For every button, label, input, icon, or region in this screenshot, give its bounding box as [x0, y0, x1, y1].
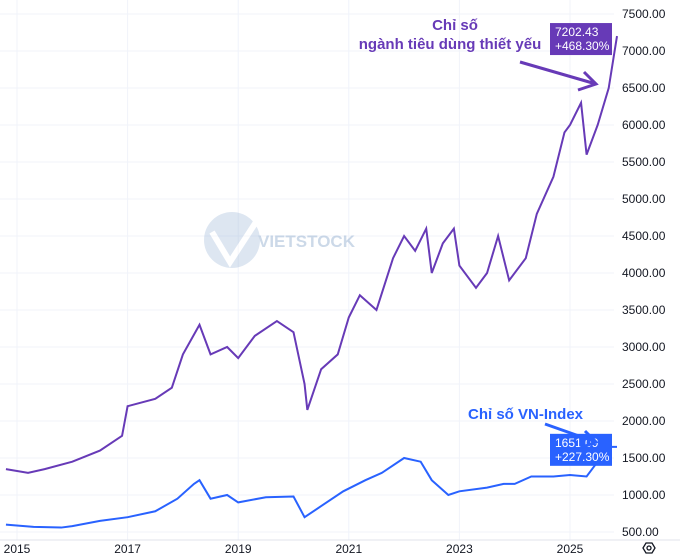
x-tick-label: 2015 — [4, 542, 31, 556]
y-tick-label: 7000.00 — [622, 44, 666, 58]
y-tick-label: 3000.00 — [622, 340, 666, 354]
annotation-consumer: Chỉ số — [432, 17, 478, 34]
y-tick-label: 2500.00 — [622, 377, 666, 391]
y-tick-label: 6500.00 — [622, 81, 666, 95]
change-percent: +227.30% — [555, 450, 610, 464]
change-percent: +468.30% — [555, 39, 610, 53]
y-tick-label: 5500.00 — [622, 155, 666, 169]
y-tick-label: 4500.00 — [622, 229, 666, 243]
annotation-consumer: ngành tiêu dùng thiết yếu — [359, 36, 542, 53]
last-value-badge — [550, 23, 612, 56]
gear-icon[interactable] — [642, 542, 656, 554]
annotation-vnindex: Chỉ số VN-Index — [468, 406, 584, 423]
series-line-0 — [5, 35, 618, 474]
x-tick-label: 2019 — [225, 542, 252, 556]
x-tick-label: 2021 — [335, 542, 362, 556]
y-tick-label: 1000.00 — [622, 488, 666, 502]
y-tick-label: 6000.00 — [622, 118, 666, 132]
watermark-logo: VIETSTOCK — [204, 212, 356, 268]
x-tick-label: 2025 — [557, 542, 584, 556]
annotation-arrow — [544, 422, 599, 450]
svg-text:VIETSTOCK: VIETSTOCK — [258, 232, 356, 251]
annotation-arrow — [519, 60, 599, 92]
y-tick-label: 4000.00 — [622, 266, 666, 280]
last-value-badge — [550, 433, 612, 466]
y-tick-label: 500.00 — [622, 525, 659, 539]
y-tick-label: 5000.00 — [622, 192, 666, 206]
y-tick-label: 1500.00 — [622, 451, 666, 465]
x-tick-label: 2017 — [114, 542, 141, 556]
series-line-1 — [5, 445, 618, 529]
last-value: 7202.43 — [555, 25, 599, 39]
x-tick-label: 2023 — [446, 542, 473, 556]
y-tick-label: 3500.00 — [622, 303, 666, 317]
y-tick-label: 7500.00 — [622, 7, 666, 21]
y-tick-label: 2000.00 — [622, 414, 666, 428]
